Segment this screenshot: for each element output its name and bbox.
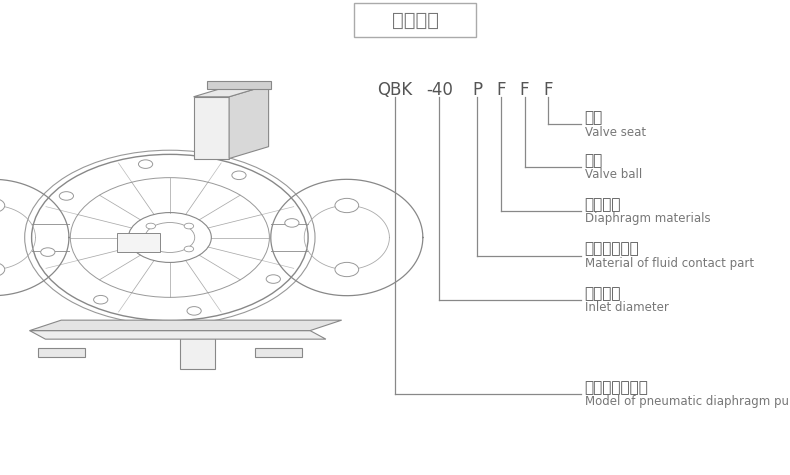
Text: Valve ball: Valve ball bbox=[585, 168, 641, 181]
Polygon shape bbox=[29, 331, 326, 339]
Circle shape bbox=[284, 218, 299, 227]
Circle shape bbox=[187, 306, 201, 315]
Circle shape bbox=[138, 160, 152, 169]
Text: QBK: QBK bbox=[378, 81, 412, 99]
Text: 过流部件材质: 过流部件材质 bbox=[585, 241, 639, 256]
Text: Material of fluid contact part: Material of fluid contact part bbox=[585, 256, 754, 270]
Polygon shape bbox=[194, 85, 269, 97]
Polygon shape bbox=[229, 85, 269, 159]
Circle shape bbox=[184, 223, 194, 229]
Text: P: P bbox=[472, 81, 482, 99]
Bar bbox=[180, 321, 215, 369]
Text: 阀坐: 阀坐 bbox=[585, 110, 603, 125]
Circle shape bbox=[335, 262, 359, 276]
Circle shape bbox=[59, 191, 73, 200]
Circle shape bbox=[335, 199, 359, 213]
Text: Valve seat: Valve seat bbox=[585, 125, 645, 139]
Bar bbox=[117, 233, 160, 252]
Text: Inlet diameter: Inlet diameter bbox=[585, 301, 668, 314]
Text: 进料口径: 进料口径 bbox=[585, 286, 621, 301]
Text: F: F bbox=[496, 81, 506, 99]
Text: Diaphragm materials: Diaphragm materials bbox=[585, 212, 710, 225]
Circle shape bbox=[146, 223, 156, 229]
Circle shape bbox=[0, 262, 5, 276]
Circle shape bbox=[184, 246, 194, 252]
Circle shape bbox=[93, 295, 107, 304]
Text: 气动隔膜泵型号: 气动隔膜泵型号 bbox=[585, 380, 649, 395]
Circle shape bbox=[232, 171, 246, 180]
Text: F: F bbox=[520, 81, 529, 99]
Text: Model of pneumatic diaphragm pump: Model of pneumatic diaphragm pump bbox=[585, 395, 790, 408]
Bar bbox=[38, 348, 85, 357]
Circle shape bbox=[41, 248, 55, 256]
Circle shape bbox=[0, 199, 5, 213]
FancyBboxPatch shape bbox=[354, 3, 476, 37]
Text: -40: -40 bbox=[426, 81, 453, 99]
Text: 型号说明: 型号说明 bbox=[392, 10, 438, 29]
Polygon shape bbox=[29, 320, 341, 331]
Text: 阀球: 阀球 bbox=[585, 153, 603, 168]
Text: F: F bbox=[544, 81, 553, 99]
Bar bbox=[194, 97, 229, 159]
Text: 隔膜材质: 隔膜材质 bbox=[585, 197, 621, 212]
Circle shape bbox=[146, 246, 156, 252]
Bar bbox=[207, 81, 271, 89]
Bar bbox=[254, 348, 302, 357]
Circle shape bbox=[266, 275, 280, 284]
